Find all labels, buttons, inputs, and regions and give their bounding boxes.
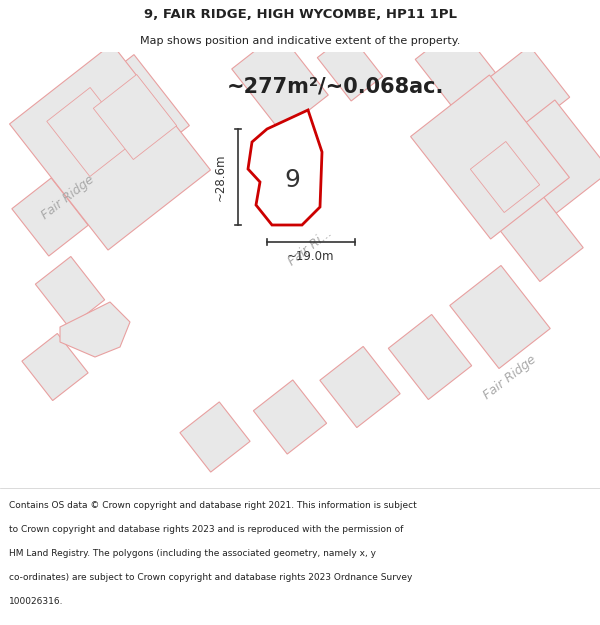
Polygon shape bbox=[232, 32, 328, 132]
Polygon shape bbox=[0, 71, 600, 433]
Polygon shape bbox=[108, 241, 600, 523]
Polygon shape bbox=[410, 75, 569, 239]
Polygon shape bbox=[248, 110, 322, 225]
Text: to Crown copyright and database rights 2023 and is reproduced with the permissio: to Crown copyright and database rights 2… bbox=[9, 525, 403, 534]
Text: 9, FAIR RIDGE, HIGH WYCOMBE, HP11 1PL: 9, FAIR RIDGE, HIGH WYCOMBE, HP11 1PL bbox=[143, 8, 457, 21]
Text: 9: 9 bbox=[285, 168, 301, 192]
Polygon shape bbox=[94, 74, 176, 159]
Text: Map shows position and indicative extent of the property.: Map shows position and indicative extent… bbox=[140, 36, 460, 46]
Polygon shape bbox=[253, 380, 326, 454]
Polygon shape bbox=[22, 334, 88, 401]
Polygon shape bbox=[490, 46, 570, 128]
Polygon shape bbox=[22, 76, 139, 198]
Polygon shape bbox=[500, 100, 600, 214]
Polygon shape bbox=[470, 141, 539, 212]
Text: Fair Ridge: Fair Ridge bbox=[39, 173, 97, 221]
Text: ~277m²/~0.068ac.: ~277m²/~0.068ac. bbox=[226, 77, 443, 97]
Polygon shape bbox=[415, 26, 505, 119]
Text: HM Land Registry. The polygons (including the associated geometry, namely x, y: HM Land Registry. The polygons (includin… bbox=[9, 549, 376, 558]
Polygon shape bbox=[450, 266, 550, 369]
Text: Fair Ridge: Fair Ridge bbox=[481, 352, 539, 401]
Text: ~28.6m: ~28.6m bbox=[214, 153, 227, 201]
Polygon shape bbox=[10, 44, 211, 250]
Polygon shape bbox=[60, 302, 130, 357]
Polygon shape bbox=[497, 192, 583, 281]
Polygon shape bbox=[388, 314, 472, 399]
Text: ~19.0m: ~19.0m bbox=[287, 249, 335, 262]
Polygon shape bbox=[180, 402, 250, 472]
Text: Fair Ri...: Fair Ri... bbox=[286, 226, 334, 268]
Polygon shape bbox=[317, 33, 383, 101]
Polygon shape bbox=[91, 54, 190, 159]
Text: 100026316.: 100026316. bbox=[9, 598, 64, 606]
Polygon shape bbox=[35, 256, 104, 328]
Text: Contains OS data © Crown copyright and database right 2021. This information is : Contains OS data © Crown copyright and d… bbox=[9, 501, 417, 510]
Polygon shape bbox=[12, 178, 88, 256]
Polygon shape bbox=[320, 346, 400, 428]
Polygon shape bbox=[47, 88, 133, 176]
Text: co-ordinates) are subject to Crown copyright and database rights 2023 Ordnance S: co-ordinates) are subject to Crown copyr… bbox=[9, 573, 412, 582]
